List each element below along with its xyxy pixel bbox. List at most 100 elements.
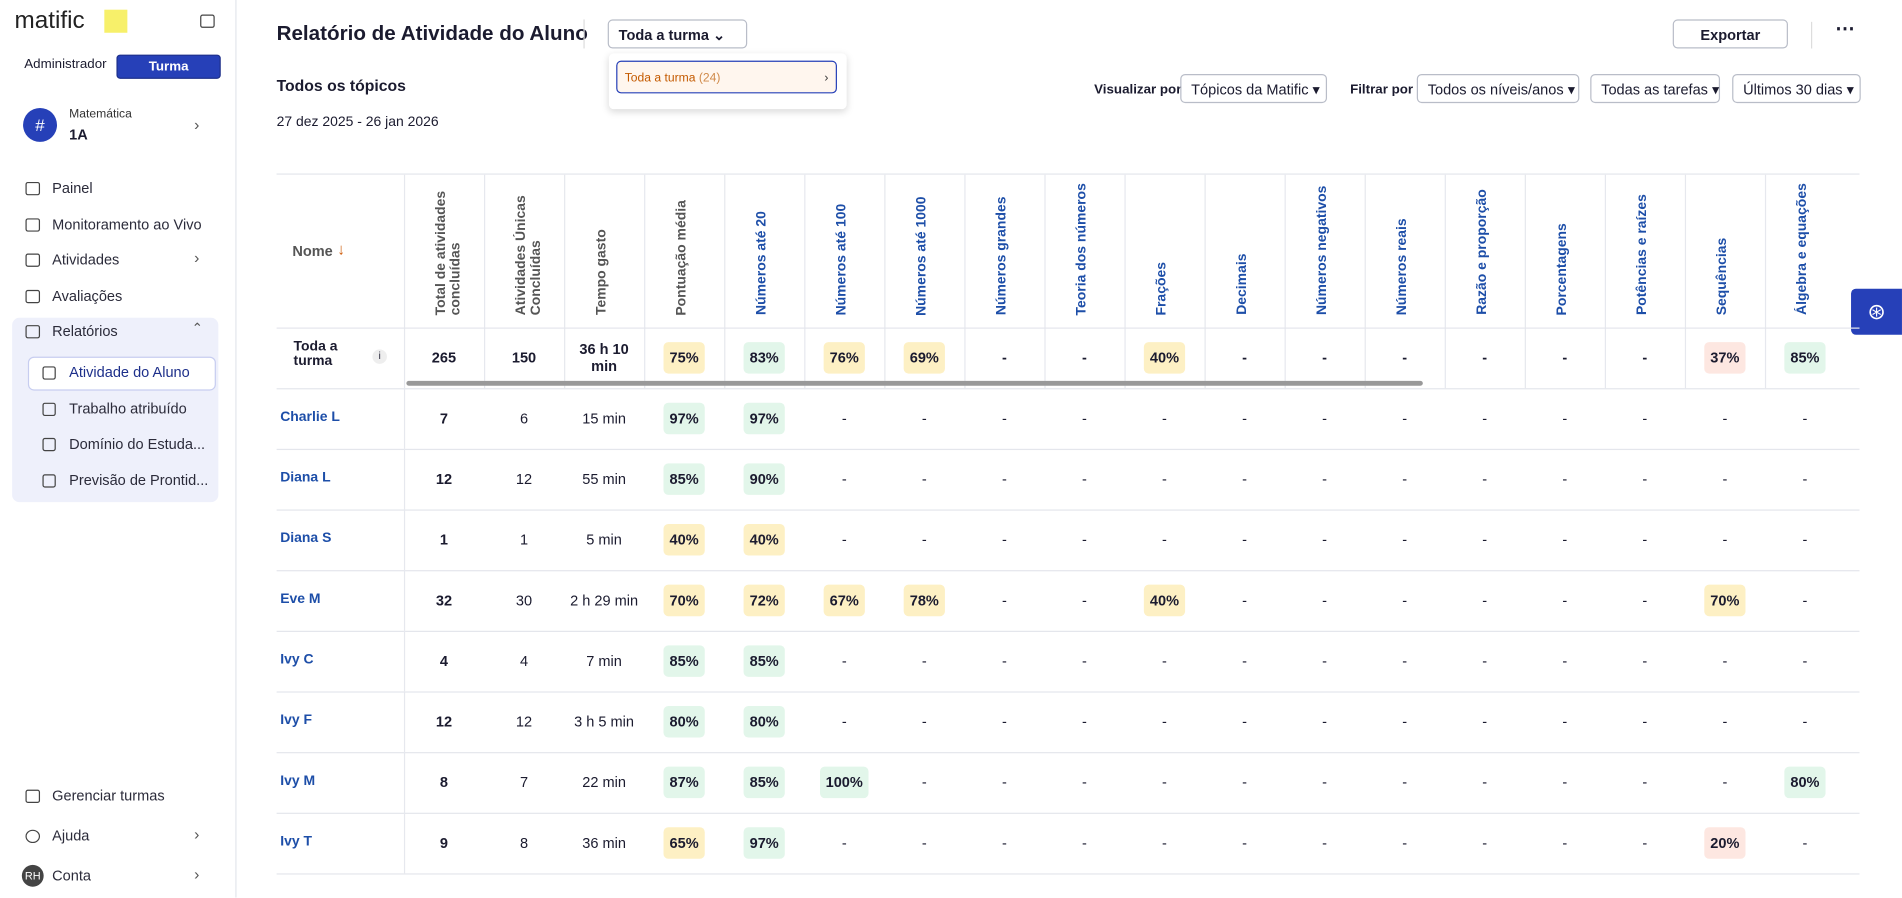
- report-item[interactable]: Atividade do Aluno: [69, 363, 190, 381]
- cell-value: -: [1402, 531, 1408, 549]
- table-cell: -: [1685, 388, 1765, 449]
- report-item[interactable]: Trabalho atribuído: [69, 400, 187, 418]
- class-subject: Matemática: [69, 107, 132, 122]
- dropdown-option[interactable]: Toda a turma (24) ›: [616, 60, 837, 94]
- cell-value: -: [1081, 773, 1087, 791]
- column-header[interactable]: Teoria dos números: [1074, 183, 1090, 316]
- nav-item[interactable]: Ajuda: [52, 827, 90, 845]
- cell-value: -: [1081, 531, 1087, 549]
- class-name[interactable]: 1A: [69, 126, 88, 144]
- report-item[interactable]: Domínio do Estuda...: [69, 435, 206, 453]
- student-name[interactable]: Diana L: [280, 470, 331, 486]
- table-cell: -: [1205, 752, 1285, 813]
- cell-value: 83%: [743, 342, 785, 374]
- report-subtitle: Todos os tópicos: [276, 76, 406, 95]
- filter-select[interactable]: Últimos 30 dias ▾: [1732, 73, 1861, 104]
- table-cell: -: [964, 570, 1044, 631]
- table-cell: -: [884, 509, 964, 570]
- table-cell: 87%: [644, 752, 724, 813]
- student-name[interactable]: Ivy M: [280, 773, 316, 789]
- tab-admin[interactable]: Administrador: [24, 57, 107, 72]
- table-cell: 12: [484, 691, 564, 752]
- column-header[interactable]: Decimais: [1234, 254, 1250, 316]
- row-line: [276, 691, 1860, 693]
- header-line: [276, 327, 1860, 329]
- table-cell: -: [1124, 752, 1204, 813]
- column-header[interactable]: Sequências: [1715, 237, 1730, 316]
- more-menu[interactable]: ⋯: [1835, 19, 1855, 41]
- cell-value: -: [1322, 773, 1328, 791]
- column-header[interactable]: Álgebra e equações: [1795, 183, 1810, 316]
- cell-value: -: [1642, 773, 1648, 791]
- nav-item[interactable]: Conta: [52, 867, 92, 885]
- nav-item[interactable]: Avaliações: [52, 287, 123, 305]
- table-cell: 97%: [724, 813, 804, 874]
- nav-item[interactable]: Atividades: [52, 251, 120, 269]
- cell-value: -: [1642, 531, 1648, 549]
- table-cell: -: [1445, 388, 1525, 449]
- cell-value: 87%: [663, 766, 705, 799]
- table-cell: 36 h 10 min: [564, 328, 644, 389]
- cell-value: -: [921, 531, 927, 549]
- student-name[interactable]: Ivy F: [280, 713, 313, 728]
- filter-select[interactable]: Todas as tarefas ▾: [1590, 73, 1721, 104]
- nav-item[interactable]: Gerenciar turmas: [52, 787, 165, 805]
- info-icon: i: [372, 349, 387, 364]
- column-header[interactable]: Potências e raízes: [1635, 194, 1650, 316]
- cell-value: -: [1162, 834, 1167, 852]
- col-divider: [403, 570, 406, 631]
- cell-value: -: [1402, 773, 1408, 791]
- filter-select[interactable]: Todos os níveis/anos ▾: [1416, 73, 1580, 104]
- column-header[interactable]: Números grandes: [994, 196, 1010, 316]
- column-header[interactable]: Porcentagens: [1555, 223, 1570, 316]
- nav-item[interactable]: Monitoramento ao Vivo: [52, 215, 202, 233]
- table-cell: 40%: [724, 509, 804, 570]
- tab-class[interactable]: Turma: [116, 54, 221, 79]
- cell-value: -: [1001, 470, 1007, 488]
- cell-value: -: [1242, 773, 1247, 791]
- cell-value: 8: [439, 773, 449, 791]
- student-name[interactable]: Diana S: [280, 531, 332, 546]
- nav-item[interactable]: Painel: [52, 179, 93, 197]
- cell-value: -: [1242, 834, 1247, 852]
- table-cell: 5 min: [564, 509, 644, 570]
- table-cell: -: [1685, 631, 1765, 692]
- nav-item[interactable]: Relatórios: [52, 322, 118, 340]
- view-select[interactable]: Tópicos da Matific ▾: [1180, 73, 1328, 104]
- table-cell: -: [1605, 691, 1685, 752]
- table-cell: 8: [404, 752, 484, 813]
- cell-value: 69%: [903, 342, 945, 374]
- table-cell: -: [1605, 631, 1685, 692]
- column-header[interactable]: Números até 1000: [914, 195, 930, 316]
- column-header[interactable]: Números reais: [1394, 218, 1410, 316]
- cell-value: -: [1402, 349, 1408, 367]
- collapse-icon[interactable]: [200, 14, 215, 28]
- column-header[interactable]: Números até 20: [754, 211, 770, 316]
- student-name[interactable]: Charlie L: [280, 409, 340, 425]
- table-cell: 22 min: [564, 752, 644, 813]
- table-cell: -: [1285, 631, 1365, 692]
- table-cell: -: [804, 691, 884, 752]
- cell-value: -: [1642, 409, 1648, 427]
- table-cell: -: [964, 691, 1044, 752]
- column-header[interactable]: Números negativos: [1314, 185, 1330, 316]
- accessibility-button[interactable]: ⊛: [1851, 288, 1902, 335]
- export-button[interactable]: Exportar: [1672, 19, 1788, 49]
- chevron: ›: [194, 824, 200, 844]
- row-line: [276, 388, 1860, 390]
- cell-value: -: [1802, 713, 1808, 731]
- student-name[interactable]: Ivy C: [280, 652, 314, 668]
- table-cell: 85%: [724, 752, 804, 813]
- student-name[interactable]: Eve M: [280, 591, 321, 607]
- column-header[interactable]: Frações: [1154, 261, 1170, 316]
- table-cell: -: [1365, 328, 1445, 389]
- col-divider: [1604, 174, 1607, 389]
- table-cell: 78%: [884, 570, 964, 631]
- student-name[interactable]: Ivy T: [280, 834, 313, 850]
- column-header[interactable]: Números até 100: [834, 203, 850, 316]
- column-header[interactable]: Razão e proporção: [1475, 189, 1490, 316]
- cell-value: 12: [515, 713, 533, 731]
- report-item[interactable]: Previsão de Prontid...: [69, 471, 209, 489]
- row-line: [276, 752, 1860, 754]
- class-select[interactable]: Toda a turma ⌄: [607, 19, 748, 49]
